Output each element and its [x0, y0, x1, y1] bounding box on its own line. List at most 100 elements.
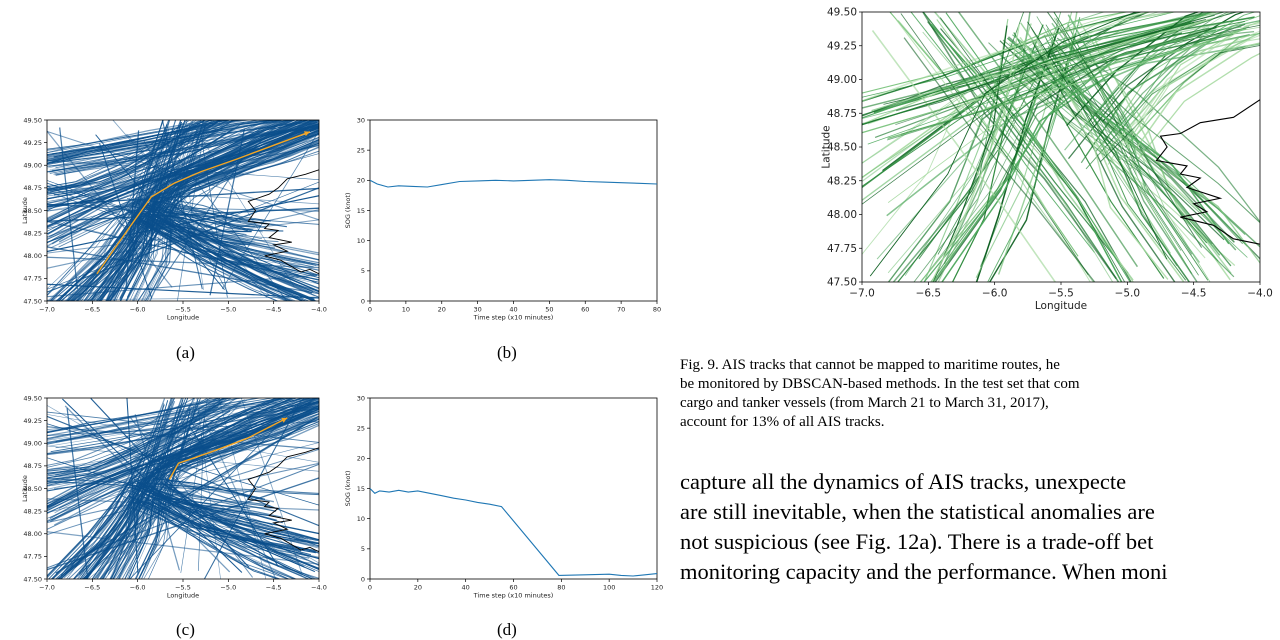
x-tick-label: −6.0 [130, 306, 146, 314]
x-tick-label: −7.0 [849, 288, 875, 300]
x-tick-label: 100 [603, 584, 615, 592]
y-tick-label: 10 [357, 515, 365, 523]
body-line: monitoring capacity and the performance.… [680, 557, 1280, 587]
chart-c: −7.0 −6.5 −6.0 −5.5 −5.0 −4.5 −4.0 47.50 47.75 48… [0, 390, 330, 604]
y-axis-label: Latitude [21, 197, 29, 224]
x-axis-label: Time step (x10 minutes) [473, 313, 554, 321]
y-tick-label: 47.50 [23, 297, 42, 305]
x-tick-label: −4.0 [1247, 288, 1273, 300]
caption-line: cargo and tanker vessels (from March 21 … [680, 394, 1280, 413]
y-tick-label: 48.25 [23, 507, 42, 515]
x-tick-label: −5.0 [1115, 288, 1141, 300]
subfigure-label-d: (d) [497, 620, 517, 640]
tracks-a [14, 112, 330, 325]
y-axis-label: Latitude [21, 475, 29, 502]
x-tick-label: 120 [651, 584, 663, 592]
y-tick-label: 47.50 [23, 575, 42, 583]
y-tick-label: 48.75 [23, 184, 42, 192]
y-tick-label: 49.50 [23, 116, 42, 124]
y-axis-label: SOG (knot) [344, 471, 352, 507]
x-tick-label: −5.5 [175, 306, 191, 314]
y-tick-label: 49.00 [23, 162, 42, 170]
y-tick-label: 30 [357, 394, 365, 402]
y-tick-label: 20 [357, 177, 365, 185]
y-tick-label: 48.25 [23, 229, 42, 237]
track-line [890, 0, 1095, 252]
y-tick-label: 49.50 [23, 394, 42, 402]
y-tick-label: 47.75 [827, 243, 857, 255]
y-axis-label: Latitude [820, 125, 832, 168]
y-tick-label: 49.25 [827, 40, 857, 52]
x-tick-label: 0 [368, 306, 372, 314]
x-tick-label: −6.5 [84, 306, 100, 314]
y-tick-label: 15 [357, 485, 365, 493]
x-tick-label: −6.5 [916, 288, 942, 300]
body-line: not suspicious (see Fig. 12a). There is … [680, 527, 1280, 557]
y-tick-label: 49.50 [827, 7, 857, 19]
x-axis-label: Time step (x10 minutes) [473, 591, 554, 599]
x-tick-label: 60 [581, 306, 589, 314]
y-tick-label: 5 [361, 545, 365, 553]
x-tick-label: −4.5 [266, 584, 282, 592]
body-line: capture all the dynamics of AIS tracks, … [680, 467, 1280, 497]
chart-fig9: −7.0−6.5−6.0−5.5−5.0−4.5−4.047.5047.7548… [790, 0, 1280, 318]
plot-frame [370, 398, 657, 579]
x-tick-label: −5.5 [1048, 288, 1074, 300]
subfigure-label-a: (a) [176, 343, 195, 363]
y-tick-label: 25 [357, 424, 365, 432]
x-tick-label: −7.0 [39, 306, 55, 314]
y-tick-label: 10 [357, 237, 365, 245]
y-tick-label: 48.25 [827, 175, 857, 187]
y-tick-label: 48.75 [23, 462, 42, 470]
x-tick-label: −5.5 [175, 584, 191, 592]
x-axis-label: Longitude [167, 313, 199, 321]
x-tick-label: −4.0 [311, 306, 327, 314]
subfigure-label-c: (c) [176, 620, 195, 640]
x-tick-label: −6.0 [130, 584, 146, 592]
x-tick-label: 0 [368, 584, 372, 592]
y-tick-label: 47.75 [23, 275, 42, 283]
x-tick-label: 70 [617, 306, 625, 314]
x-axis-label: Longitude [167, 591, 199, 599]
y-tick-label: 5 [361, 267, 365, 275]
y-tick-label: 0 [361, 297, 365, 305]
chart-a: −7.0−6.5−6.0−5.5−5.0−4.5−4.047.5047.7548… [0, 112, 330, 326]
x-tick-label: 80 [557, 584, 565, 592]
x-tick-label: 40 [509, 306, 517, 314]
y-tick-label: 0 [361, 575, 365, 583]
x-tick-label: −4.0 [311, 584, 327, 592]
x-tick-label: −5.0 [220, 584, 236, 592]
y-tick-label: 49.25 [23, 417, 42, 425]
x-tick-label: −7.0 [39, 584, 55, 592]
y-tick-label: 47.75 [23, 553, 42, 561]
x-tick-label: 10 [402, 306, 410, 314]
x-tick-label: 30 [473, 306, 481, 314]
x-tick-label: 80 [653, 306, 661, 314]
x-tick-label: 40 [462, 584, 470, 592]
y-tick-label: 48.00 [23, 252, 42, 260]
body-paragraph: capture all the dynamics of AIS tracks, … [680, 467, 1280, 587]
y-tick-label: 15 [357, 207, 365, 215]
x-tick-label: 20 [438, 306, 446, 314]
y-tick-label: 48.00 [23, 530, 42, 538]
caption-line: Fig. 9. AIS tracks that cannot be mapped… [680, 356, 1280, 375]
x-tick-label: −6.5 [84, 584, 100, 592]
y-tick-label: 48.75 [827, 108, 857, 120]
caption-line: account for 13% of all AIS tracks. [680, 413, 1280, 432]
subfigure-label-b: (b) [497, 343, 517, 363]
x-axis-label: Longitude [1035, 300, 1087, 312]
y-tick-label: 49.00 [23, 440, 42, 448]
series-line [370, 180, 657, 187]
caption-line: be monitored by DBSCAN-based methods. In… [680, 375, 1280, 394]
y-tick-label: 48.00 [827, 209, 857, 221]
x-tick-label: −6.0 [982, 288, 1008, 300]
body-line: are still inevitable, when the statistic… [680, 497, 1280, 527]
tracks-fig9 [829, 0, 1280, 307]
x-tick-label: 50 [545, 306, 553, 314]
y-tick-label: 47.50 [827, 277, 857, 289]
figure-caption: Fig. 9. AIS tracks that cannot be mapped… [680, 356, 1280, 432]
x-tick-label: 20 [414, 584, 422, 592]
